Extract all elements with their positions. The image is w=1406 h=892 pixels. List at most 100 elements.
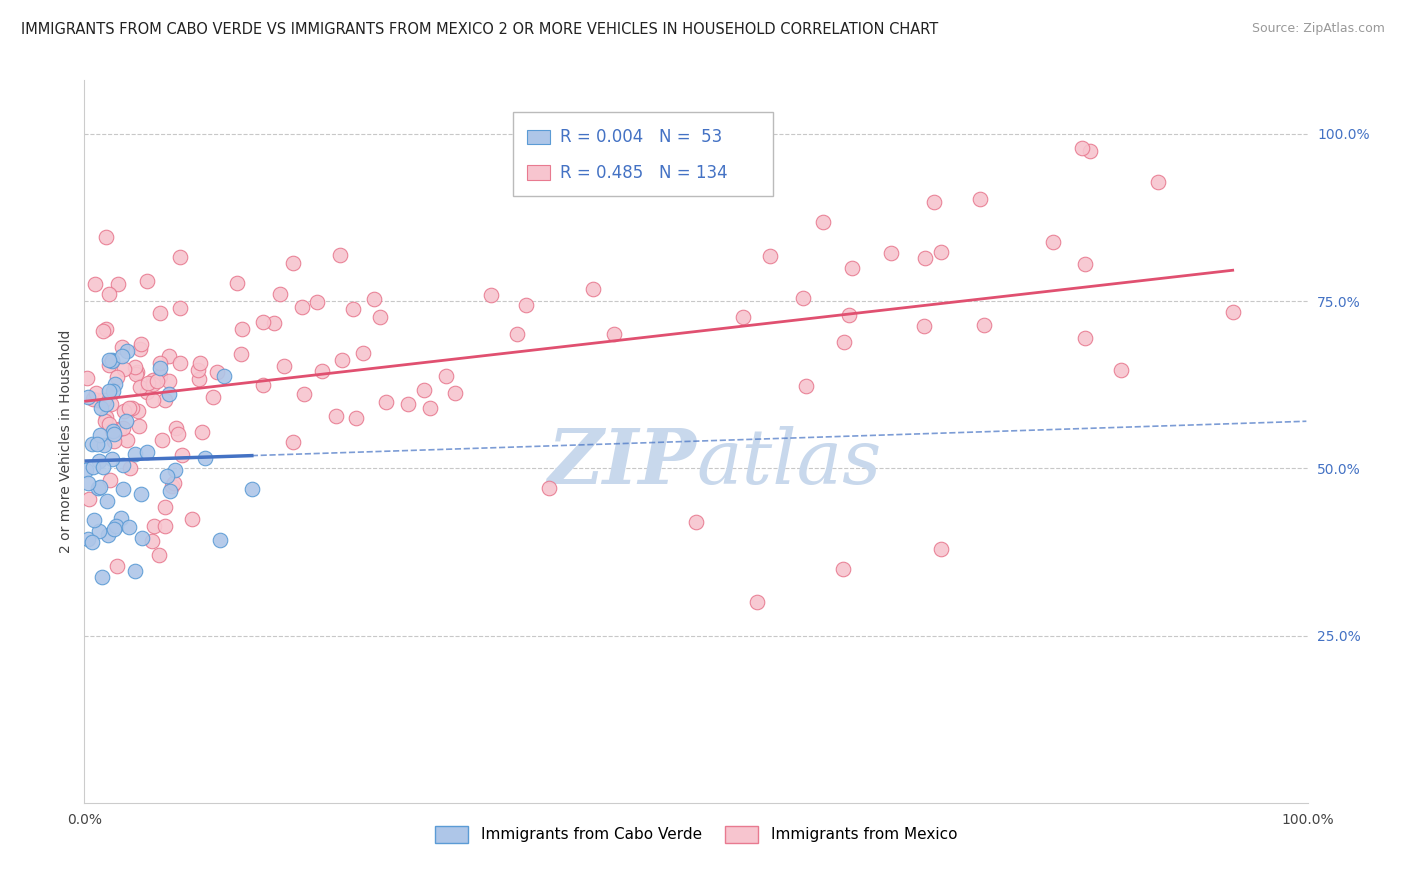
Point <box>368 310 391 325</box>
Point <box>187 371 209 385</box>
Point <box>82 392 104 406</box>
Point <box>160 479 183 493</box>
Point <box>124 565 146 579</box>
Point <box>120 461 142 475</box>
Point <box>150 434 173 448</box>
Point <box>86 437 108 451</box>
Point <box>141 533 163 548</box>
Point <box>363 292 385 306</box>
Point <box>880 245 903 260</box>
Point <box>163 476 186 491</box>
Point <box>96 493 118 508</box>
Point <box>89 524 111 539</box>
Point <box>115 433 138 447</box>
Point <box>101 354 124 368</box>
Point <box>98 417 121 431</box>
Point <box>108 422 131 436</box>
Point <box>205 365 228 379</box>
Point <box>142 392 165 407</box>
Point <box>111 421 134 435</box>
Point <box>922 194 945 209</box>
Point <box>98 353 121 368</box>
Point <box>352 346 374 360</box>
Point <box>1109 362 1132 376</box>
Point <box>93 392 115 407</box>
Point <box>1070 141 1092 155</box>
Point <box>111 349 134 363</box>
Point <box>212 368 235 383</box>
Point <box>76 533 98 547</box>
Point <box>832 334 855 349</box>
Point <box>269 287 291 301</box>
Point <box>172 448 194 462</box>
Point <box>87 454 110 468</box>
Point <box>307 295 329 310</box>
Point <box>146 374 169 388</box>
Point <box>111 458 134 472</box>
Point <box>128 418 150 433</box>
Point <box>148 548 170 562</box>
Point <box>157 374 180 388</box>
Point <box>157 349 180 363</box>
Point <box>281 435 304 450</box>
Point <box>685 515 707 529</box>
Point <box>104 518 127 533</box>
Point <box>103 523 125 537</box>
Point <box>169 356 191 370</box>
Point <box>412 383 434 397</box>
Point <box>191 425 214 439</box>
Point <box>479 288 502 302</box>
Point <box>166 420 188 434</box>
Point <box>914 251 936 265</box>
Point <box>129 487 152 501</box>
Point <box>240 483 263 497</box>
Point <box>252 314 274 328</box>
Point <box>101 424 124 438</box>
Point <box>100 397 122 411</box>
Point <box>231 347 253 361</box>
Point <box>84 385 107 400</box>
Point <box>94 230 117 244</box>
Text: atlas: atlas <box>696 426 882 500</box>
Point <box>273 359 295 373</box>
Point <box>538 482 561 496</box>
Point <box>82 459 104 474</box>
Point <box>929 541 952 556</box>
Point <box>98 384 121 398</box>
Point <box>263 316 285 330</box>
Point <box>76 476 98 491</box>
Point <box>330 352 353 367</box>
Point <box>208 533 231 547</box>
Point <box>105 559 128 574</box>
Point <box>101 451 124 466</box>
Point <box>101 423 124 437</box>
Point <box>283 256 305 270</box>
Point <box>344 410 367 425</box>
Point <box>149 361 172 376</box>
Point <box>111 339 134 353</box>
Point <box>98 358 121 372</box>
Point <box>121 401 143 416</box>
Point <box>792 292 814 306</box>
Point <box>419 401 441 416</box>
Point <box>169 301 191 315</box>
Point <box>136 274 159 288</box>
Point <box>190 356 212 370</box>
Point <box>973 318 995 333</box>
Point <box>142 373 165 387</box>
Point <box>104 377 127 392</box>
Point <box>94 414 117 428</box>
Point <box>129 380 152 394</box>
Point <box>325 409 347 423</box>
Point <box>98 473 121 487</box>
Point <box>1222 305 1244 319</box>
Point <box>838 309 860 323</box>
Point <box>582 282 605 296</box>
Point <box>311 364 333 378</box>
Point <box>1074 257 1097 271</box>
Point <box>125 365 148 379</box>
Text: R = 0.485   N = 134: R = 0.485 N = 134 <box>560 163 727 181</box>
Point <box>91 324 114 338</box>
Point <box>97 528 120 542</box>
Point <box>105 370 128 384</box>
